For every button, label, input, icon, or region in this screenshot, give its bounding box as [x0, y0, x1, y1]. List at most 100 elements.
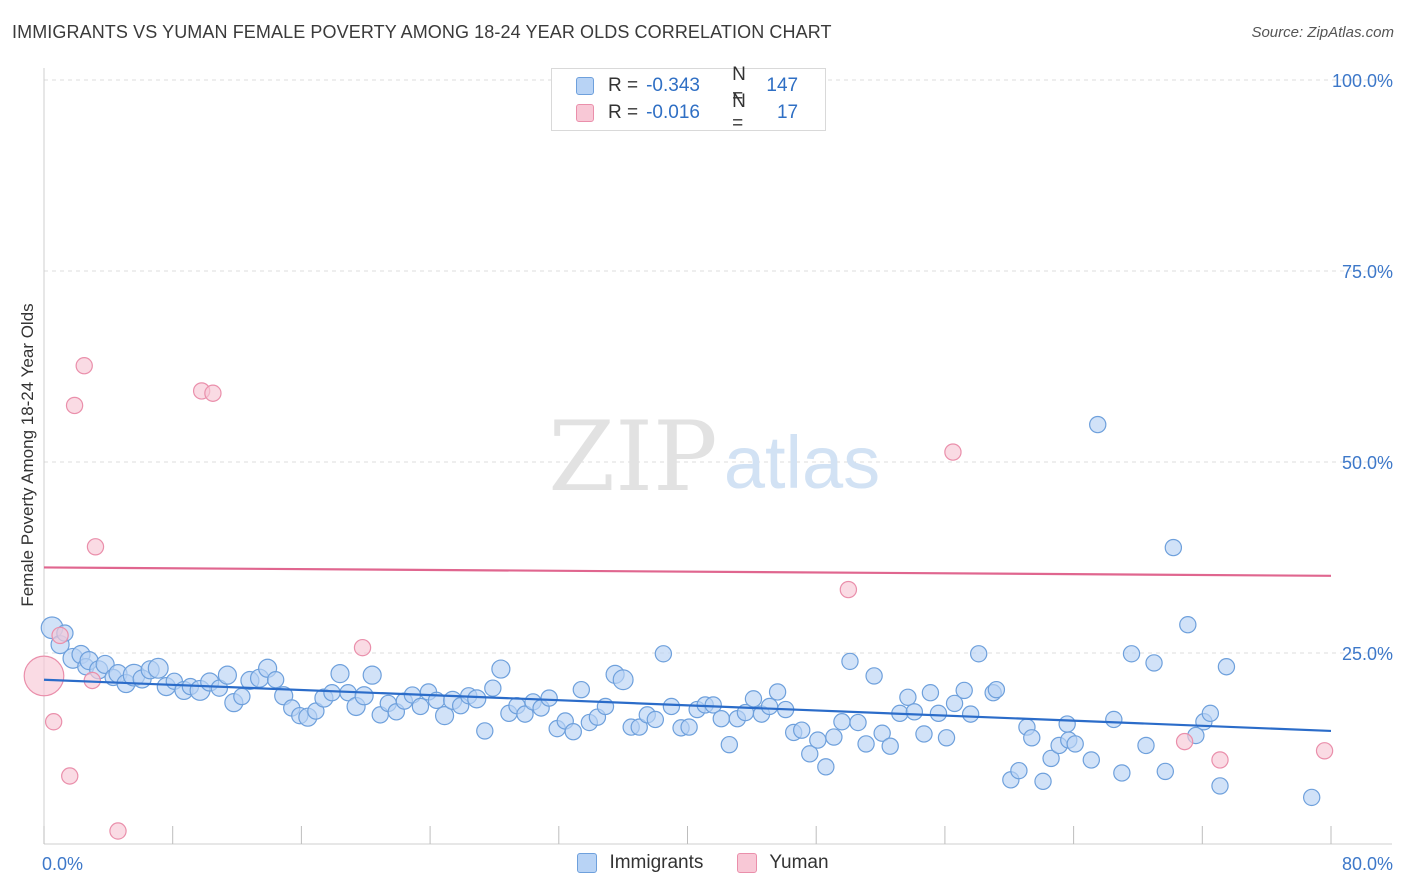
data-point-immigrants	[1089, 415, 1107, 434]
data-point-immigrants	[1145, 654, 1163, 672]
data-point-immigrants	[1042, 749, 1060, 768]
data-point-immigrants	[937, 729, 956, 747]
data-point-yuman	[109, 822, 127, 840]
y-tick-label: 75.0%	[1342, 262, 1393, 282]
data-point-immigrants	[217, 665, 237, 685]
data-point-immigrants	[476, 722, 494, 740]
source-credit: Source: ZipAtlas.com	[1251, 24, 1394, 41]
data-point-immigrants	[491, 659, 511, 679]
legend-swatch-yuman	[737, 853, 758, 873]
data-point-yuman	[75, 357, 93, 375]
legend-r-label: R =	[608, 75, 639, 96]
data-point-immigrants	[1113, 764, 1131, 782]
data-point-yuman	[839, 580, 858, 599]
data-point-immigrants	[744, 690, 763, 708]
legend-r-value: -0.343	[646, 75, 700, 96]
data-point-immigrants	[841, 652, 859, 671]
data-point-immigrants	[1023, 729, 1041, 747]
legend-r-value: -0.016	[646, 102, 700, 123]
data-point-yuman	[1211, 751, 1229, 769]
data-point-immigrants	[233, 687, 251, 706]
data-point-immigrants	[915, 725, 933, 743]
legend-swatch-immigrants	[577, 853, 598, 873]
data-point-immigrants	[266, 671, 285, 689]
legend-row-yuman: R = -0.016 N = 17	[576, 91, 799, 134]
data-point-immigrants	[484, 679, 502, 697]
data-point-immigrants	[434, 706, 455, 726]
data-point-immigrants	[881, 737, 899, 755]
data-point-immigrants	[833, 713, 851, 731]
legend-swatch-immigrants	[576, 77, 594, 95]
data-point-immigrants	[1066, 735, 1084, 753]
data-point-immigrants	[929, 704, 948, 723]
data-point-yuman	[86, 538, 105, 556]
data-point-yuman	[51, 626, 69, 645]
legend-row-immigrants: R = -0.343 N = 147	[576, 64, 798, 107]
data-point-immigrants	[1010, 761, 1028, 780]
data-point-immigrants	[1034, 772, 1052, 791]
legend-r-label: R =	[608, 102, 639, 123]
data-point-immigrants	[873, 724, 891, 742]
data-point-immigrants	[654, 645, 673, 663]
data-point-immigrants	[572, 680, 591, 699]
data-point-immigrants	[323, 684, 341, 702]
watermark-atlas: atlas	[724, 421, 880, 504]
x-tick-label: 80.0%	[1342, 854, 1393, 874]
legend-label-yuman: Yuman	[769, 852, 829, 873]
data-point-immigrants	[1058, 715, 1076, 733]
trend-lines	[43, 566, 1332, 733]
data-point-immigrants	[662, 697, 681, 716]
series-legend: Immigrants Yuman	[0, 852, 1406, 874]
data-point-immigrants	[768, 683, 787, 701]
data-point-immigrants	[411, 697, 430, 716]
data-point-immigrants	[793, 721, 811, 739]
data-point-immigrants	[564, 722, 582, 741]
chart-title: IMMIGRANTS VS YUMAN FEMALE POVERTY AMONG…	[12, 22, 832, 42]
data-point-immigrants	[809, 731, 827, 749]
series-yuman-points	[23, 357, 1334, 840]
data-point-immigrants	[612, 669, 634, 691]
y-tick-label: 25.0%	[1342, 644, 1393, 664]
x-tick-label: 0.0%	[42, 854, 83, 874]
data-point-immigrants	[905, 703, 924, 721]
legend-n-value: 17	[776, 102, 799, 123]
data-point-immigrants	[1201, 704, 1220, 723]
data-point-immigrants	[1164, 538, 1183, 557]
grid-lines	[44, 79, 1392, 654]
data-point-immigrants	[857, 735, 875, 753]
y-tick-label: 50.0%	[1342, 453, 1393, 473]
data-point-immigrants	[354, 686, 374, 706]
data-point-immigrants	[865, 667, 883, 685]
legend-item-immigrants: Immigrants	[577, 852, 703, 874]
data-point-immigrants	[720, 735, 739, 754]
data-point-yuman	[944, 443, 962, 461]
data-point-immigrants	[630, 718, 648, 736]
data-point-yuman	[44, 713, 63, 731]
data-point-immigrants	[987, 680, 1006, 699]
trend-line-immigrants	[43, 678, 1332, 733]
data-point-immigrants	[969, 645, 988, 663]
data-point-immigrants	[899, 688, 917, 707]
data-point-immigrants	[955, 681, 973, 700]
legend-item-yuman: Yuman	[737, 852, 829, 874]
watermark-zip: ZIP	[548, 401, 717, 513]
data-point-immigrants	[516, 705, 534, 723]
data-point-immigrants	[1179, 616, 1197, 634]
data-point-yuman	[1175, 732, 1194, 751]
data-point-yuman	[61, 767, 79, 785]
y-tick-label: 100.0%	[1332, 71, 1393, 91]
legend-swatch-yuman	[576, 104, 594, 122]
data-point-immigrants	[817, 758, 835, 776]
data-point-yuman	[353, 638, 372, 657]
data-point-immigrants	[1302, 788, 1321, 807]
data-point-immigrants	[760, 697, 779, 716]
data-point-immigrants	[849, 713, 867, 732]
data-point-immigrants	[1211, 777, 1229, 795]
data-point-immigrants	[646, 710, 665, 729]
data-point-immigrants	[362, 665, 382, 685]
axes	[43, 68, 1392, 845]
legend-n-label: N =	[732, 91, 746, 134]
data-point-yuman	[204, 384, 222, 402]
data-point-immigrants	[825, 728, 843, 746]
